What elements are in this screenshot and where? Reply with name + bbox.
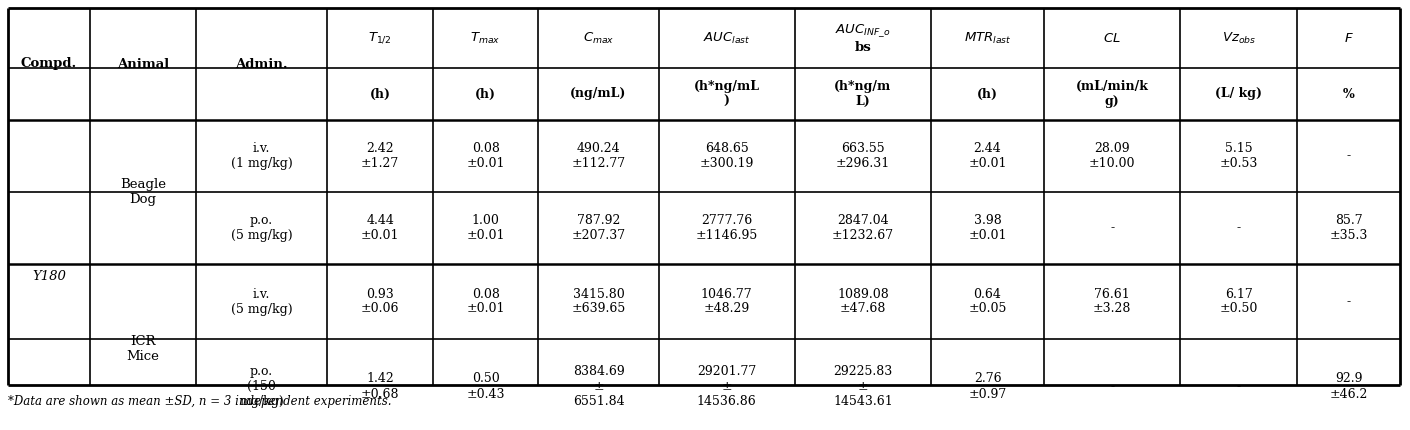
Text: 2777.76
±1146.95: 2777.76 ±1146.95 xyxy=(695,214,757,242)
Text: 787.92
±207.37: 787.92 ±207.37 xyxy=(571,214,626,242)
Text: $AUC_{last}$: $AUC_{last}$ xyxy=(702,31,750,46)
Text: %: % xyxy=(1342,87,1355,101)
Text: 0.93
±0.06: 0.93 ±0.06 xyxy=(361,288,399,316)
Text: Beagle
Dog: Beagle Dog xyxy=(120,178,166,206)
Text: 4.44
±0.01: 4.44 ±0.01 xyxy=(361,214,399,242)
Text: 85.7
±35.3: 85.7 ±35.3 xyxy=(1330,214,1368,242)
Text: 5.15
±0.53: 5.15 ±0.53 xyxy=(1220,142,1258,170)
Text: -: - xyxy=(1347,150,1351,163)
Text: -: - xyxy=(1237,221,1241,234)
Text: i.v.
(1 mg/kg): i.v. (1 mg/kg) xyxy=(231,142,292,170)
Text: (L/ kg): (L/ kg) xyxy=(1215,87,1262,101)
Text: 1089.08
±47.68: 1089.08 ±47.68 xyxy=(838,288,888,316)
Text: -: - xyxy=(1237,380,1241,393)
Text: 1.00
±0.01: 1.00 ±0.01 xyxy=(467,214,505,242)
Text: (h): (h) xyxy=(475,87,496,101)
Text: 8384.69
±
6551.84: 8384.69 ± 6551.84 xyxy=(572,365,625,408)
Text: 2847.04
±1232.67: 2847.04 ±1232.67 xyxy=(832,214,894,242)
Text: 29225.83
±
14543.61: 29225.83 ± 14543.61 xyxy=(833,365,893,408)
Text: Y180: Y180 xyxy=(32,270,66,283)
Text: 0.64
±0.05: 0.64 ±0.05 xyxy=(969,288,1007,316)
Text: 1046.77
±48.29: 1046.77 ±48.29 xyxy=(701,288,753,316)
Text: $T_{max}$: $T_{max}$ xyxy=(471,31,501,46)
Text: (h): (h) xyxy=(977,87,998,101)
Text: 6.17
±0.50: 6.17 ±0.50 xyxy=(1220,288,1258,316)
Text: 2.44
±0.01: 2.44 ±0.01 xyxy=(969,142,1007,170)
Text: Compd.: Compd. xyxy=(21,58,78,71)
Text: -: - xyxy=(1110,380,1114,393)
Text: 3415.80
±639.65: 3415.80 ±639.65 xyxy=(571,288,626,316)
Text: (mL/min/k
g): (mL/min/k g) xyxy=(1076,80,1149,108)
Text: $C_{max}$: $C_{max}$ xyxy=(582,31,615,46)
Text: (h*ng/mL
): (h*ng/mL ) xyxy=(694,80,760,108)
Text: i.v.
(5 mg/kg): i.v. (5 mg/kg) xyxy=(231,288,292,316)
Text: 92.9
±46.2: 92.9 ±46.2 xyxy=(1330,372,1368,400)
Text: 2.42
±1.27: 2.42 ±1.27 xyxy=(361,142,399,170)
Text: 29201.77
±
14536.86: 29201.77 ± 14536.86 xyxy=(697,365,757,408)
Text: Admin.: Admin. xyxy=(235,58,288,71)
Text: $AUC_{INF\_o}$
bs: $AUC_{INF\_o}$ bs xyxy=(835,22,891,54)
Text: (h*ng/m
L): (h*ng/m L) xyxy=(835,80,891,108)
Text: 0.08
±0.01: 0.08 ±0.01 xyxy=(467,142,505,170)
Text: 2.76
±0.97: 2.76 ±0.97 xyxy=(969,372,1007,400)
Text: 28.09
±10.00: 28.09 ±10.00 xyxy=(1089,142,1135,170)
Text: p.o.
(5 mg/kg): p.o. (5 mg/kg) xyxy=(231,214,292,242)
Text: p.o.
(150
mg/kg): p.o. (150 mg/kg) xyxy=(240,365,283,408)
Text: (ng/mL): (ng/mL) xyxy=(570,87,626,101)
Text: *Data are shown as mean ±SD, n = 3 independent experiments.: *Data are shown as mean ±SD, n = 3 indep… xyxy=(8,395,392,408)
Text: ICR
Mice: ICR Mice xyxy=(127,335,159,363)
Text: $T_{1/2}$: $T_{1/2}$ xyxy=(368,31,392,45)
Text: 0.50
±0.43: 0.50 ±0.43 xyxy=(467,372,505,400)
Text: 76.61
±3.28: 76.61 ±3.28 xyxy=(1093,288,1131,316)
Text: $F$: $F$ xyxy=(1344,31,1354,44)
Text: 648.65
±300.19: 648.65 ±300.19 xyxy=(699,142,754,170)
Text: 490.24
±112.77: 490.24 ±112.77 xyxy=(571,142,626,170)
Text: $MTR_{last}$: $MTR_{last}$ xyxy=(963,31,1011,46)
Text: $Vz_{obs}$: $Vz_{obs}$ xyxy=(1221,31,1256,46)
Text: 663.55
±296.31: 663.55 ±296.31 xyxy=(836,142,890,170)
Text: $CL$: $CL$ xyxy=(1103,31,1121,44)
Text: -: - xyxy=(1110,221,1114,234)
Text: -: - xyxy=(1347,295,1351,308)
Text: 0.08
±0.01: 0.08 ±0.01 xyxy=(467,288,505,316)
Text: (h): (h) xyxy=(369,87,391,101)
Text: Animal: Animal xyxy=(117,58,169,71)
Text: 3.98
±0.01: 3.98 ±0.01 xyxy=(969,214,1007,242)
Text: 1.42
±0.68: 1.42 ±0.68 xyxy=(361,372,399,400)
